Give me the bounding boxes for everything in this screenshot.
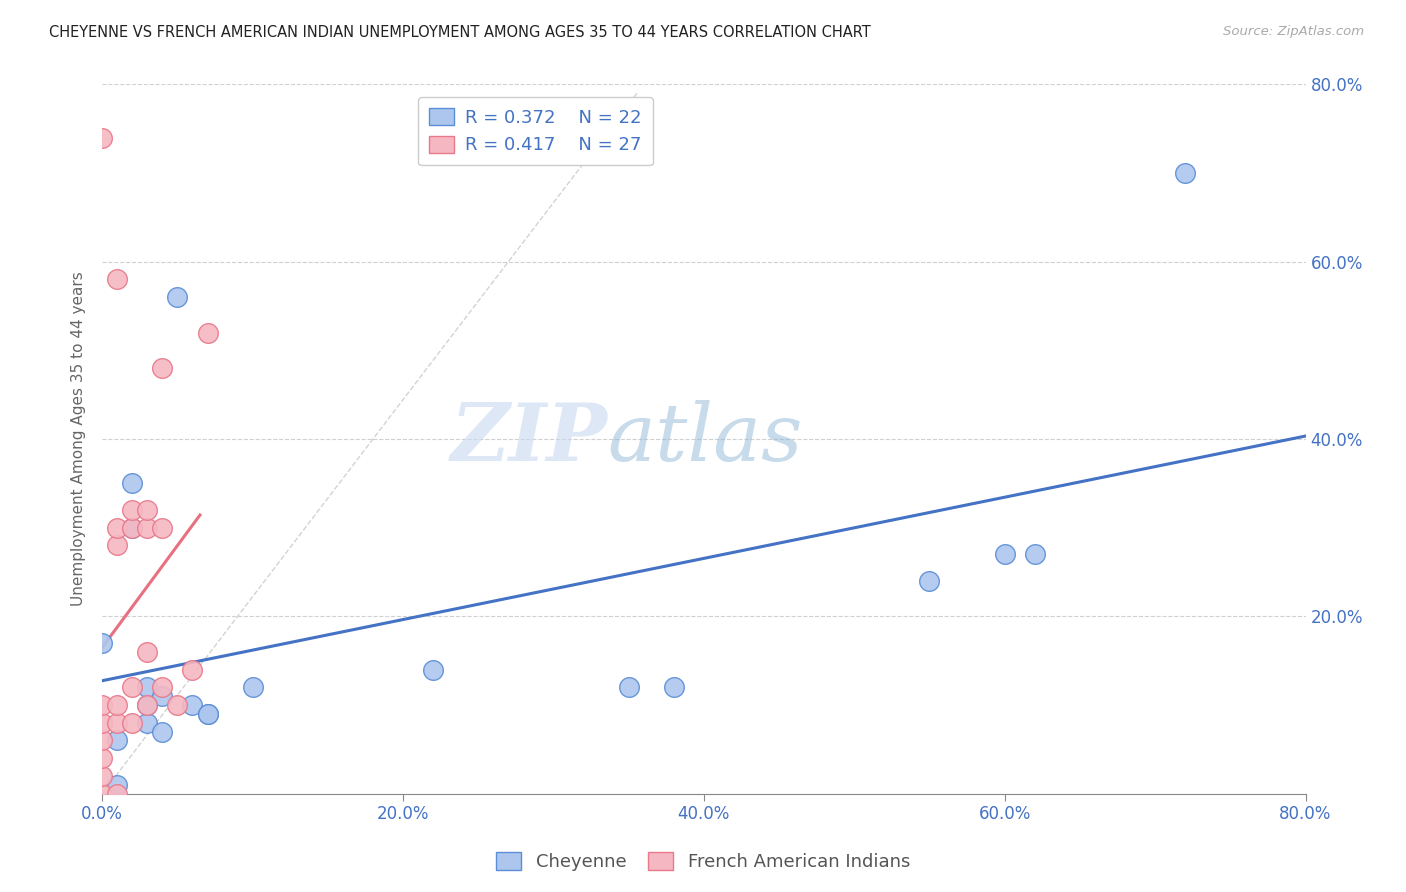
- Point: [166, 290, 188, 304]
- Point: [1174, 166, 1197, 180]
- Point: [105, 538, 128, 552]
- Point: [105, 521, 128, 535]
- Point: [181, 698, 204, 712]
- Point: [91, 130, 114, 145]
- Point: [91, 751, 114, 765]
- Point: [166, 698, 188, 712]
- Point: [105, 787, 128, 801]
- Point: [105, 733, 128, 747]
- Point: [150, 361, 173, 376]
- Point: [121, 503, 143, 517]
- Text: ZIP: ZIP: [451, 401, 607, 478]
- Point: [197, 706, 219, 721]
- Point: [91, 715, 114, 730]
- Y-axis label: Unemployment Among Ages 35 to 44 years: Unemployment Among Ages 35 to 44 years: [72, 272, 86, 607]
- Point: [918, 574, 941, 588]
- Point: [136, 521, 159, 535]
- Point: [136, 503, 159, 517]
- Point: [181, 663, 204, 677]
- Point: [136, 698, 159, 712]
- Point: [121, 476, 143, 491]
- Point: [136, 645, 159, 659]
- Point: [197, 706, 219, 721]
- Point: [121, 521, 143, 535]
- Point: [105, 715, 128, 730]
- Point: [994, 547, 1017, 561]
- Point: [105, 272, 128, 286]
- Point: [91, 769, 114, 783]
- Point: [242, 681, 264, 695]
- Point: [150, 681, 173, 695]
- Point: [662, 681, 685, 695]
- Text: Source: ZipAtlas.com: Source: ZipAtlas.com: [1223, 25, 1364, 38]
- Point: [121, 681, 143, 695]
- Text: CHEYENNE VS FRENCH AMERICAN INDIAN UNEMPLOYMENT AMONG AGES 35 TO 44 YEARS CORREL: CHEYENNE VS FRENCH AMERICAN INDIAN UNEMP…: [49, 25, 870, 40]
- Legend: Cheyenne, French American Indians: Cheyenne, French American Indians: [489, 846, 917, 879]
- Point: [197, 326, 219, 340]
- Point: [1024, 547, 1046, 561]
- Point: [617, 681, 640, 695]
- Legend: R = 0.372    N = 22, R = 0.417    N = 27: R = 0.372 N = 22, R = 0.417 N = 27: [418, 97, 652, 165]
- Text: atlas: atlas: [607, 401, 803, 478]
- Point: [150, 724, 173, 739]
- Point: [136, 681, 159, 695]
- Point: [136, 715, 159, 730]
- Point: [91, 787, 114, 801]
- Point: [422, 663, 444, 677]
- Point: [121, 715, 143, 730]
- Point: [91, 698, 114, 712]
- Point: [150, 689, 173, 703]
- Point: [150, 521, 173, 535]
- Point: [91, 733, 114, 747]
- Point: [105, 698, 128, 712]
- Point: [121, 521, 143, 535]
- Point: [136, 698, 159, 712]
- Point: [91, 636, 114, 650]
- Point: [105, 778, 128, 792]
